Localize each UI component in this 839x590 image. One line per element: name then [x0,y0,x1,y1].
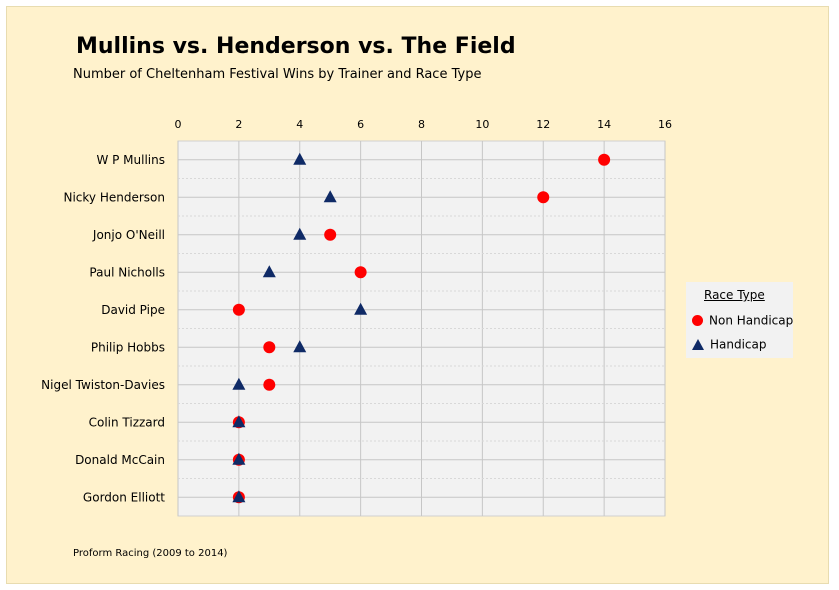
legend-item-handicap: Handicap [692,337,767,352]
chart-title: Mullins vs. Henderson vs. The Field [76,34,516,59]
handicap-point [293,340,307,353]
x-tick-label: 2 [235,118,242,131]
handicap-point [354,302,368,315]
non-handicap-point [324,228,337,241]
triangle-marker-icon [692,339,704,350]
x-tick-label: 12 [536,118,550,131]
handicap-point [232,490,246,503]
legend-label-non-handicap: Non Handicap [709,313,794,328]
legend: Race Type Non Handicap Handicap [686,282,793,358]
category-label: Jonjo O'Neill [92,228,165,242]
x-tick-label: 10 [475,118,489,131]
category-label: Nicky Henderson [64,190,166,204]
x-tick-label: 0 [175,118,182,131]
category-label: Philip Hobbs [91,340,165,354]
handicap-point [323,190,337,203]
x-tick-label: 8 [418,118,425,131]
non-handicap-point [263,378,276,391]
non-handicap-point [354,266,367,279]
legend-title: Race Type [704,288,765,302]
handicap-point [232,415,246,428]
chart-subtitle: Number of Cheltenham Festival Wins by Tr… [73,67,482,82]
x-tick-label: 4 [296,118,303,131]
x-tick-label: 16 [658,118,672,131]
source-note: Proform Racing (2009 to 2014) [73,548,228,559]
category-label: Donald McCain [75,453,165,467]
category-label: Colin Tizzard [89,415,165,429]
handicap-point [232,452,246,465]
handicap-point [293,152,307,165]
legend-item-non-handicap: Non Handicap [692,313,793,328]
category-label: Gordon Elliott [83,490,165,504]
handicap-point [293,227,307,240]
handicap-point [262,265,276,278]
category-label: David Pipe [101,303,165,317]
handicap-point [232,377,246,390]
category-label: Nigel Twiston-Davies [41,378,165,392]
non-handicap-point [232,303,245,316]
x-tick-label: 14 [597,118,611,131]
non-handicap-point [263,341,276,354]
circle-marker-icon [692,315,703,326]
non-handicap-point [537,191,550,204]
category-label: W P Mullins [96,153,165,167]
non-handicap-point [598,153,611,166]
legend-label-handicap: Handicap [710,337,767,352]
x-tick-label: 6 [357,118,364,131]
category-label: Paul Nicholls [89,265,165,279]
